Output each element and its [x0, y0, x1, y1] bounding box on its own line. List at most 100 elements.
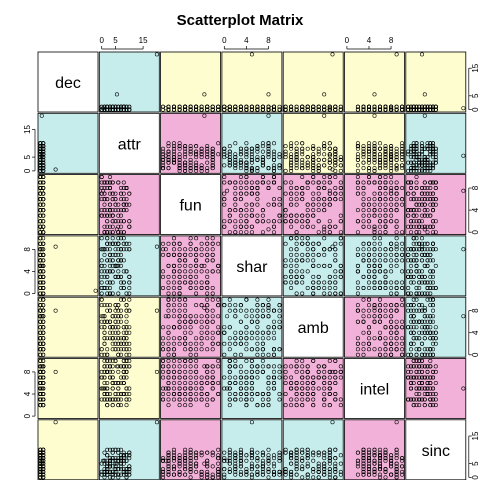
data-point — [116, 107, 121, 112]
data-point — [177, 166, 182, 171]
outlier-point — [225, 106, 230, 111]
data-point — [41, 149, 46, 154]
data-point — [38, 166, 43, 171]
data-point — [260, 104, 265, 109]
panel-background — [38, 358, 98, 419]
data-point — [238, 160, 243, 165]
panel-background — [283, 52, 344, 112]
data-point — [199, 149, 204, 154]
data-point — [249, 166, 254, 171]
data-point — [127, 107, 132, 112]
data-point — [277, 166, 282, 171]
data-point — [124, 104, 129, 109]
data-point — [199, 168, 204, 173]
panel-background — [99, 52, 160, 112]
panel-background — [344, 52, 405, 112]
data-point — [366, 104, 371, 109]
data-point — [249, 155, 254, 160]
data-point — [433, 104, 438, 109]
data-point — [316, 107, 321, 112]
data-point — [266, 141, 271, 146]
data-point — [183, 152, 188, 157]
panel-frame — [221, 112, 283, 174]
data-point — [233, 163, 238, 168]
outlier-point — [372, 92, 377, 97]
data-point — [105, 107, 110, 112]
panel-frame — [160, 51, 222, 113]
data-point — [194, 152, 199, 157]
data-point — [161, 146, 166, 151]
data-point — [406, 107, 411, 112]
data-point — [338, 104, 343, 109]
data-point — [188, 166, 193, 171]
data-point — [205, 146, 210, 151]
data-point — [266, 152, 271, 157]
data-point — [172, 107, 177, 112]
data-point — [244, 107, 249, 112]
data-point — [283, 104, 288, 109]
panel-background — [221, 113, 282, 174]
data-point — [249, 104, 254, 109]
data-point — [216, 141, 221, 146]
data-point — [238, 149, 243, 154]
data-point — [255, 168, 260, 173]
data-point — [430, 107, 435, 112]
data-point — [172, 104, 177, 109]
panel-dec-fun — [160, 51, 222, 113]
outlier-point — [249, 52, 254, 57]
data-point — [172, 141, 177, 146]
data-point — [260, 163, 265, 168]
data-point — [199, 166, 204, 171]
panel-amb-dec — [37, 296, 99, 358]
data-point — [161, 149, 166, 154]
data-point — [283, 152, 288, 157]
panel-frame — [405, 51, 467, 113]
data-point — [188, 104, 193, 109]
outlier-point — [225, 153, 230, 158]
data-point — [188, 107, 193, 112]
data-point — [199, 146, 204, 151]
outlier-point — [269, 106, 274, 111]
panel-attr-sinc — [405, 112, 467, 174]
panel-shar-shar: shar — [221, 235, 283, 297]
data-point — [172, 155, 177, 160]
data-point — [216, 104, 221, 109]
data-point — [327, 107, 332, 112]
data-point — [172, 160, 177, 165]
data-point — [255, 155, 260, 160]
data-point — [277, 155, 282, 160]
data-point — [183, 155, 188, 160]
data-point — [238, 157, 243, 162]
data-point — [411, 104, 416, 109]
data-point — [271, 141, 276, 146]
data-point — [333, 107, 338, 112]
data-point — [271, 149, 276, 154]
data-point — [327, 104, 332, 109]
data-point — [260, 157, 265, 162]
data-point — [277, 104, 282, 109]
data-point — [188, 144, 193, 149]
data-point — [244, 160, 249, 165]
data-point — [271, 152, 276, 157]
data-point — [338, 155, 343, 160]
outlier-point — [322, 92, 327, 97]
data-point — [210, 107, 215, 112]
data-point — [172, 144, 177, 149]
data-point — [116, 104, 121, 109]
data-point — [119, 104, 124, 109]
data-point — [188, 152, 193, 157]
data-point — [113, 107, 118, 112]
data-point — [408, 104, 413, 109]
data-point — [255, 166, 260, 171]
data-point — [210, 157, 215, 162]
data-point — [205, 160, 210, 165]
variable-label-amb: amb — [298, 320, 329, 337]
data-point — [394, 104, 399, 109]
outlier-point — [422, 92, 427, 97]
data-point — [260, 160, 265, 165]
data-point — [199, 107, 204, 112]
data-point — [322, 107, 327, 112]
data-point — [222, 163, 227, 168]
data-point — [260, 149, 265, 154]
data-point — [383, 107, 388, 112]
